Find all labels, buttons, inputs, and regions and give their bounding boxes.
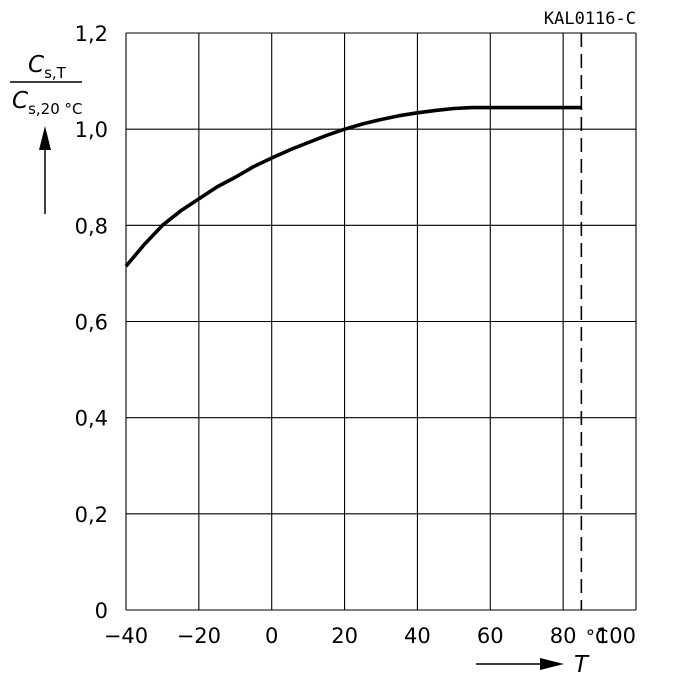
y-label-denominator-symbol: C	[12, 88, 28, 114]
x-axis-symbol: T	[574, 652, 590, 674]
grid	[125, 32, 637, 611]
y-label-numerator-symbol: C	[28, 52, 44, 78]
x-tick-label: 0	[265, 624, 278, 648]
x-tick-label: 100	[596, 624, 636, 648]
y-tick-label: 0,6	[75, 311, 108, 335]
y-tick-label: 1,2	[75, 22, 108, 46]
x-tick-label: 40	[404, 624, 431, 648]
series-curve-group	[124, 105, 582, 268]
y-label-numerator-subscript: s,T	[44, 64, 67, 82]
x-tick-label: −40	[104, 624, 148, 648]
x-tick-label: −20	[177, 624, 221, 648]
x-tick-labels: −40 −20 0 20 40 60 80 100	[104, 624, 636, 648]
y-label-denominator-subscript: s,20 °C	[28, 100, 82, 118]
x-axis-arrow-head	[540, 658, 564, 670]
y-axis-label: Cs,T Cs,20 °C	[10, 52, 82, 214]
x-tick-label: 60	[477, 624, 504, 648]
y-tick-label: 0,8	[75, 214, 108, 238]
x-unit-label: °C	[586, 626, 609, 648]
y-axis-arrow-head	[39, 126, 51, 150]
y-label-numerator: Cs,T	[28, 52, 67, 82]
y-tick-label: 0	[95, 599, 108, 623]
y-label-denominator: Cs,20 °C	[12, 88, 82, 118]
y-tick-label: 1,0	[75, 118, 108, 142]
x-tick-label: 20	[331, 624, 358, 648]
y-tick-labels: 0 0,2 0,4 0,6 0,8 1,0 1,2	[75, 22, 108, 623]
y-tick-label: 0,4	[75, 407, 108, 431]
x-tick-label: 80	[550, 624, 577, 648]
y-tick-label: 0,2	[75, 503, 108, 527]
series-line	[124, 105, 582, 268]
figure-code: KAL0116-C	[544, 9, 636, 29]
x-axis-label: T	[476, 652, 590, 674]
